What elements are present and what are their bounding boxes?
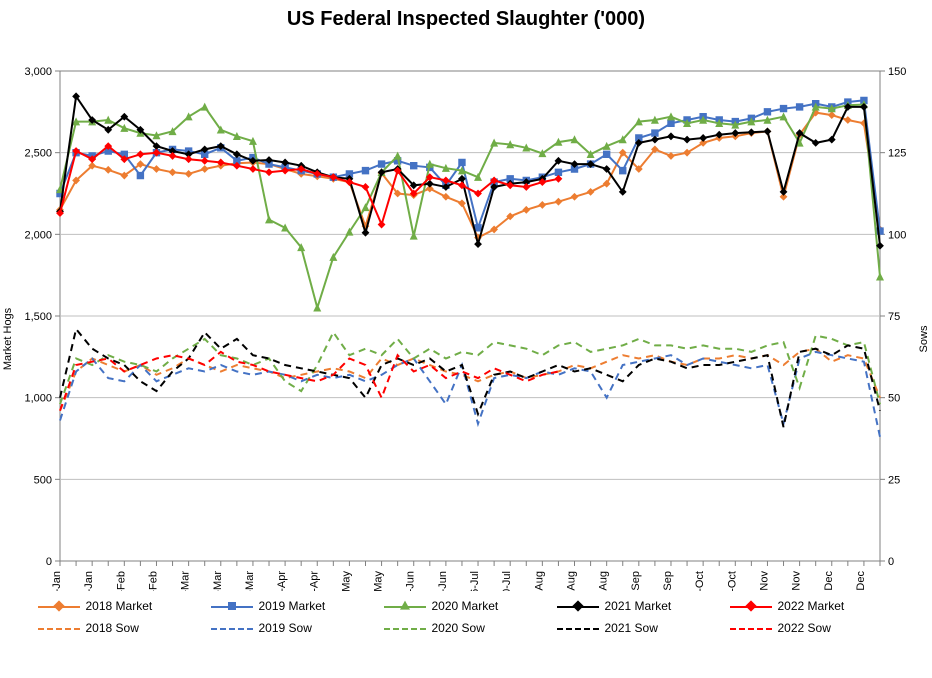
svg-text:14-Sep: 14-Sep <box>630 571 642 591</box>
chart-legend: 2018 Market 2019 Market 2020 Market 2021 Ma… <box>0 591 932 647</box>
svg-text:0: 0 <box>888 556 894 568</box>
legend-swatch <box>557 599 599 613</box>
legend-swatch <box>730 621 772 635</box>
legend-swatch <box>557 621 599 635</box>
legend-label: 2021 Sow <box>605 621 658 635</box>
svg-text:125: 125 <box>888 148 906 160</box>
svg-text:26-Oct: 26-Oct <box>726 571 738 591</box>
svg-text:23-Nov: 23-Nov <box>791 571 803 591</box>
chart-svg: 0 500 1,000 1,500 2,000 2,500 3,000 0 25 50 75 100 1… <box>0 31 932 591</box>
legend-swatch <box>211 599 253 613</box>
legend-item: 2020 Sow <box>384 621 549 635</box>
legend-item: 2020 Market <box>384 599 549 613</box>
svg-text:21-Dec: 21-Dec <box>855 571 867 591</box>
svg-text:3-Aug: 3-Aug <box>533 571 545 591</box>
legend-label: 2022 Sow <box>778 621 831 635</box>
legend-label: 2019 Market <box>259 599 326 613</box>
svg-text:17-Aug: 17-Aug <box>566 571 578 591</box>
svg-text:30-Mar: 30-Mar <box>244 571 256 591</box>
legend-swatch <box>730 599 772 613</box>
legend-item: 2018 Market <box>38 599 203 613</box>
svg-text:7-Dec: 7-Dec <box>823 571 835 591</box>
svg-text:19-Jan: 19-Jan <box>83 571 95 591</box>
legend-swatch <box>384 599 426 613</box>
svg-text:25: 25 <box>888 474 900 486</box>
svg-text:16-Feb: 16-Feb <box>147 571 159 591</box>
legend-label: 2022 Market <box>778 599 845 613</box>
legend-item: 2021 Sow <box>557 621 722 635</box>
y-right-axis-label: Sows <box>918 326 930 353</box>
svg-text:28-Sep: 28-Sep <box>662 571 674 591</box>
legend-item: 2022 Sow <box>730 621 895 635</box>
svg-text:2,500: 2,500 <box>24 148 52 160</box>
chart-title: US Federal Inspected Slaughter ('000) <box>0 0 932 31</box>
legend-item: 2022 Market <box>730 599 895 613</box>
chart-container: US Federal Inspected Slaughter ('000) Ma… <box>0 0 932 678</box>
svg-text:6-Jul: 6-Jul <box>469 571 481 591</box>
svg-text:3,000: 3,000 <box>24 66 52 78</box>
svg-text:1,000: 1,000 <box>24 393 52 405</box>
legend-swatch <box>211 621 253 635</box>
svg-text:20-Jul: 20-Jul <box>501 571 513 591</box>
svg-text:500: 500 <box>34 474 52 486</box>
svg-text:1,500: 1,500 <box>24 311 52 323</box>
svg-text:50: 50 <box>888 393 900 405</box>
svg-text:5-Jan: 5-Jan <box>51 571 63 591</box>
legend-label: 2020 Sow <box>432 621 485 635</box>
svg-text:25-May: 25-May <box>373 571 385 591</box>
legend-swatch <box>38 621 80 635</box>
svg-text:8-Jun: 8-Jun <box>405 571 417 591</box>
svg-text:11-May: 11-May <box>340 571 352 591</box>
svg-text:13-Apr: 13-Apr <box>276 571 288 591</box>
svg-text:0: 0 <box>46 556 52 568</box>
svg-text:2-Feb: 2-Feb <box>115 571 127 591</box>
svg-text:9-Nov: 9-Nov <box>758 571 770 591</box>
svg-text:12-Oct: 12-Oct <box>694 571 706 591</box>
legend-label: 2018 Sow <box>86 621 139 635</box>
svg-text:22-Jun: 22-Jun <box>437 571 449 591</box>
legend-label: 2020 Market <box>432 599 499 613</box>
y-left-axis-label: Market Hogs <box>2 308 14 370</box>
svg-text:2-Mar: 2-Mar <box>180 571 192 591</box>
legend-label: 2019 Sow <box>259 621 312 635</box>
svg-text:75: 75 <box>888 311 900 323</box>
svg-text:27-Apr: 27-Apr <box>308 571 320 591</box>
legend-item: 2018 Sow <box>38 621 203 635</box>
svg-text:31-Aug: 31-Aug <box>598 571 610 591</box>
legend-item: 2019 Sow <box>211 621 376 635</box>
legend-swatch <box>38 599 80 613</box>
legend-item: 2019 Market <box>211 599 376 613</box>
legend-label: 2021 Market <box>605 599 672 613</box>
svg-text:150: 150 <box>888 66 906 78</box>
legend-label: 2018 Market <box>86 599 153 613</box>
legend-item: 2021 Market <box>557 599 722 613</box>
legend-swatch <box>384 621 426 635</box>
svg-text:2,000: 2,000 <box>24 229 52 241</box>
svg-text:100: 100 <box>888 229 906 241</box>
svg-text:16-Mar: 16-Mar <box>212 571 224 591</box>
